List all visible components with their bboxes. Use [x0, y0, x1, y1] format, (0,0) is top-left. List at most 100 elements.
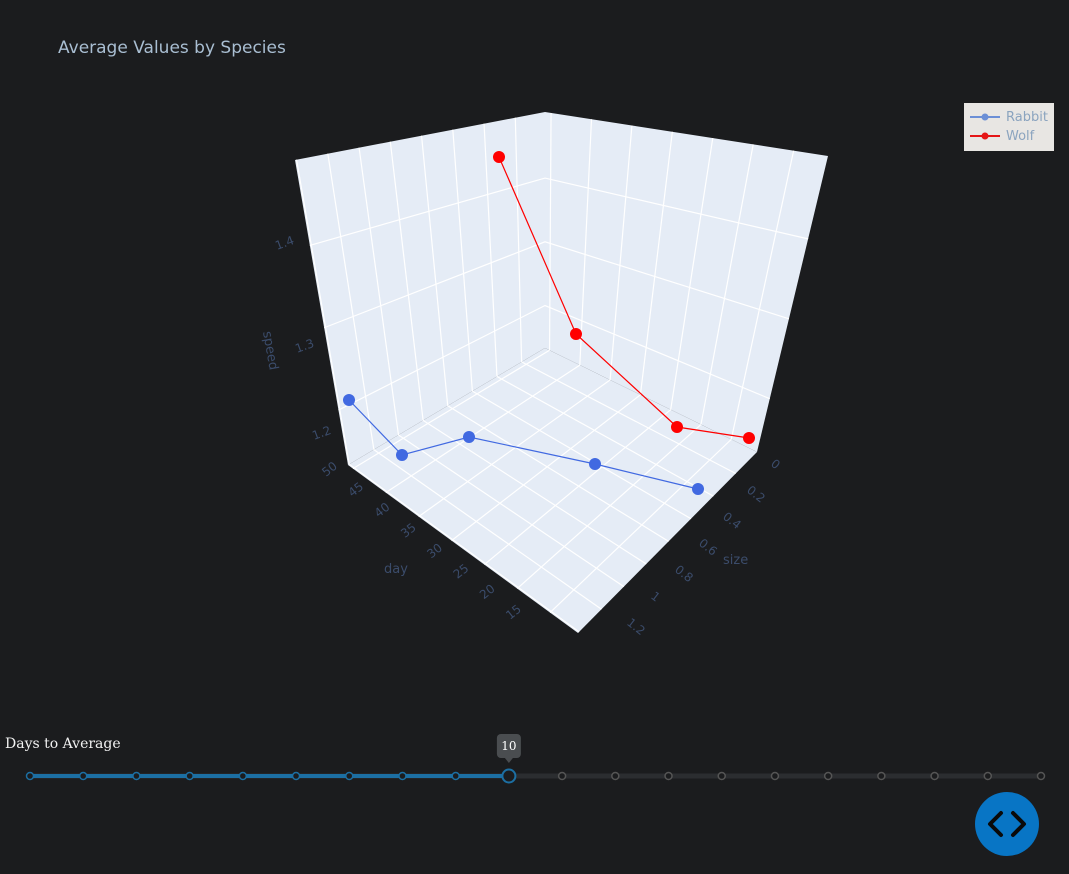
point-rabbit-4: [692, 483, 704, 495]
legend-item-wolf[interactable]: Wolf: [970, 127, 1034, 145]
tick-day-3: 35: [398, 520, 419, 540]
point-wolf-0: [493, 151, 505, 163]
point-wolf-3: [743, 432, 755, 444]
grid-wall-day-0: [295, 159, 350, 465]
grid-wall-size-0: [548, 112, 552, 351]
grid-floor-day-6: [496, 375, 714, 497]
slider-step-19[interactable]: [1036, 771, 1046, 781]
axis-label-size: size: [723, 553, 748, 568]
tick-size-3: 0.6: [696, 536, 720, 559]
chart-title: Average Values by Species: [58, 38, 286, 58]
slider-tooltip-pointer: [504, 758, 513, 763]
grid-floor-size-6: [549, 438, 732, 614]
grid-wall-size-6: [730, 150, 795, 440]
slider-step-16[interactable]: [877, 771, 886, 781]
grid-wall-day-4: [420, 135, 449, 406]
tick-size-6: 1.2: [624, 615, 648, 638]
slider-step-7[interactable]: [398, 771, 407, 781]
tick-size-2: 0.4: [720, 509, 744, 532]
grid-wall-size-4: [670, 137, 714, 410]
grid-floor-day-0: [348, 463, 580, 633]
slider-step-15[interactable]: [823, 771, 833, 781]
tick-size-5: 1: [648, 589, 663, 605]
grid-wall-day-1: [327, 153, 375, 450]
tick-day-1: 45: [346, 479, 367, 499]
grid-wall-day-5: [452, 129, 473, 392]
point-wolf-2: [671, 421, 683, 433]
slider-step-13[interactable]: [717, 771, 726, 781]
slider-step-5[interactable]: [291, 771, 301, 781]
legend-item-rabbit[interactable]: Rabbit: [970, 108, 1048, 126]
point-wolf-1: [570, 328, 582, 340]
tick-day-2: 40: [372, 500, 393, 520]
days-slider[interactable]: 10: [0, 730, 1069, 800]
grid-floor-day-2: [398, 434, 625, 588]
grid-speed-2: [309, 177, 809, 246]
tick-day-4: 30: [424, 541, 445, 561]
legend-label-rabbit: Rabbit: [1006, 109, 1048, 125]
tick-size-0: 0: [768, 456, 783, 472]
slider-step-6[interactable]: [345, 771, 354, 781]
floor: [348, 348, 757, 633]
wall-right: [545, 112, 828, 452]
grid-floor-day-7: [521, 361, 737, 475]
slider-step-10[interactable]: [557, 771, 567, 781]
tick-size-4: 0.8: [672, 562, 696, 585]
grid-wall-day-3: [389, 141, 424, 421]
legend-swatch-rabbit: [970, 113, 1000, 121]
slider-step-2[interactable]: [132, 771, 141, 781]
slider-step-17[interactable]: [930, 771, 939, 781]
slider-tooltip-value: 10: [501, 739, 516, 753]
scene-3d: 00.20.40.60.811.250454035302520151.21.31…: [259, 112, 828, 638]
grid-floor-size-0: [352, 349, 550, 470]
axis-label-day: day: [384, 562, 408, 577]
legend-swatch-wolf: [970, 132, 1000, 140]
legend: Rabbit Wolf: [964, 103, 1054, 151]
axis-label-speed: speed: [259, 330, 281, 371]
point-rabbit-0: [343, 394, 355, 406]
slider-step-3[interactable]: [185, 771, 194, 781]
tick-day-5: 25: [451, 561, 472, 581]
grid-floor-size-3: [451, 394, 641, 542]
point-rabbit-3: [589, 458, 601, 470]
grid-floor-size-1: [385, 364, 581, 494]
tick-day-6: 20: [477, 581, 498, 601]
grid-speed-0: [338, 304, 771, 411]
slider-step-18[interactable]: [983, 771, 993, 781]
tick-size-1: 0.2: [744, 483, 768, 506]
slider-step-11[interactable]: [611, 771, 620, 781]
code-icon: [988, 811, 1026, 837]
grid-floor-day-4: [447, 405, 669, 542]
code-toggle-button[interactable]: [975, 792, 1039, 856]
tick-speed-1: 1.3: [293, 336, 316, 356]
grid-floor-day-3: [422, 419, 647, 565]
tick-day-0: 50: [319, 459, 340, 479]
slider-step-12[interactable]: [664, 771, 673, 781]
grid-floor-size-2: [418, 379, 611, 518]
wall-left: [295, 112, 545, 465]
grid-speed-1: [323, 241, 790, 329]
tick-speed-0: 1.2: [310, 423, 333, 443]
slider-step-8[interactable]: [451, 771, 460, 781]
slider-tooltip: [496, 734, 521, 758]
slider-step-0[interactable]: [25, 771, 35, 781]
slider-handle[interactable]: [501, 768, 517, 784]
tick-day-7: 15: [503, 602, 524, 622]
grid-wall-day-7: [514, 117, 523, 362]
grid-wall-day-2: [358, 147, 400, 436]
grid-wall-size-2: [609, 125, 633, 380]
tick-speed-2: 1.4: [273, 233, 296, 253]
legend-label-wolf: Wolf: [1006, 128, 1035, 144]
grid-floor-day-1: [373, 449, 602, 610]
slider-step-14[interactable]: [770, 771, 780, 781]
grid-floor-day-5: [472, 390, 692, 520]
slider-step-1[interactable]: [78, 771, 88, 781]
point-rabbit-1: [396, 449, 408, 461]
point-rabbit-2: [463, 431, 475, 443]
grid-wall-day-6: [483, 123, 498, 377]
grid-wall-size-5: [700, 144, 754, 425]
grid-wall-size-1: [579, 119, 593, 366]
slider-step-4[interactable]: [238, 771, 248, 781]
series-line-wolf: [498, 156, 750, 439]
chart-3d: Average Values by Species 00.20.40.60.8 1…: [58, 38, 828, 638]
